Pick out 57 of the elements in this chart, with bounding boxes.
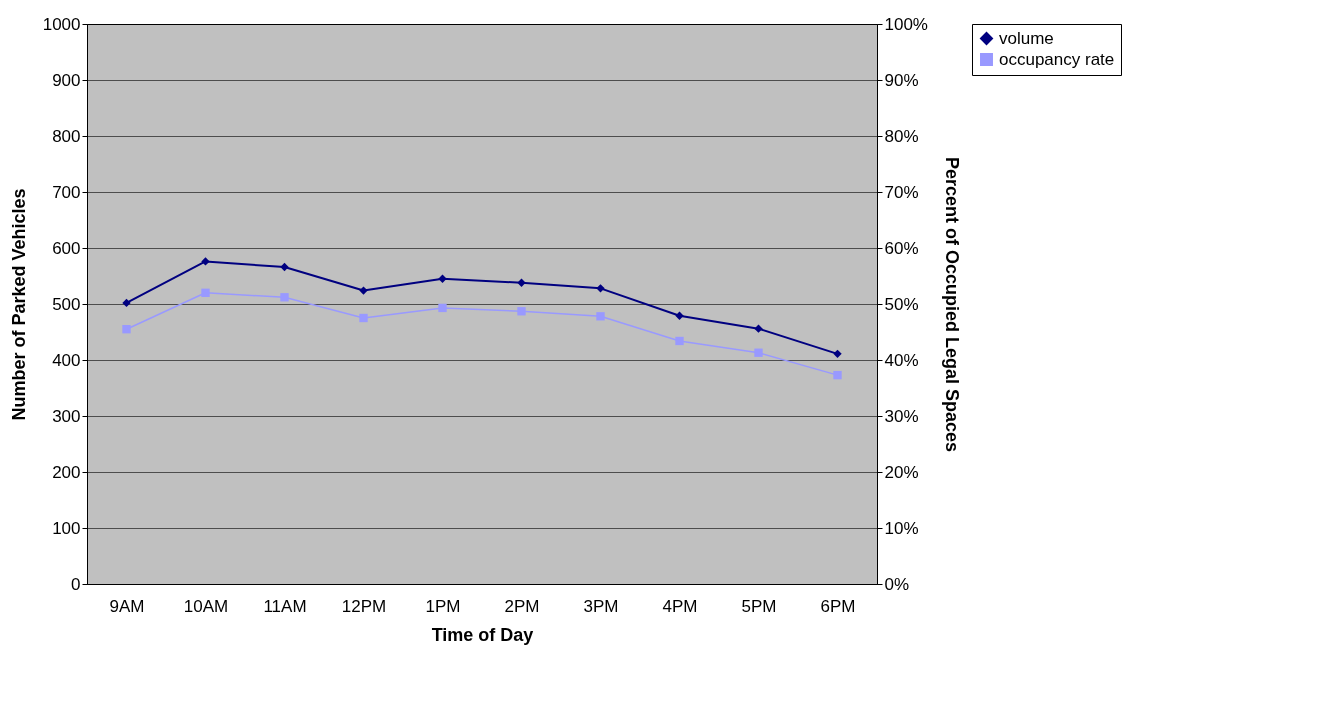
- point: [833, 370, 842, 380]
- y2-axis-title: Percent of Occupied Legal Spaces: [941, 156, 962, 453]
- point: [754, 348, 763, 357]
- y2-tick-label: 10%: [884, 518, 919, 538]
- x-tick-label: 1PM: [425, 596, 461, 616]
- point: [833, 349, 842, 359]
- y2-tick-label: 90%: [884, 70, 919, 90]
- y2-tick-label: 70%: [884, 182, 919, 202]
- x-tick-label: 2PM: [504, 596, 540, 616]
- y2-tick-label: 0%: [884, 574, 910, 594]
- y-tick-label: 900: [52, 70, 81, 90]
- y-tick-label: 500: [52, 294, 81, 314]
- y-axis-title: Number of Parked Vehicles: [8, 188, 29, 421]
- point: [201, 257, 210, 266]
- y-tick-label: 100: [52, 518, 81, 538]
- point: [122, 325, 131, 334]
- y-tick-label: 1000: [42, 14, 81, 34]
- point: [359, 286, 368, 295]
- y2-tick-label: 20%: [884, 462, 919, 482]
- y2-tick-label: 100%: [884, 14, 928, 34]
- legend-label: volume: [999, 28, 1054, 48]
- point: [438, 303, 447, 313]
- y-tick-label: 600: [52, 238, 81, 258]
- point: [280, 293, 289, 302]
- y-tick-label: 800: [52, 126, 81, 146]
- point: [596, 312, 605, 321]
- x-tick-label: 3PM: [583, 596, 619, 616]
- point: [596, 284, 605, 293]
- y2-tick-label: 40%: [884, 350, 919, 370]
- y2-tick-label: 60%: [884, 238, 919, 258]
- point: [517, 307, 526, 316]
- point: [280, 262, 289, 272]
- legend-label: occupancy rate: [999, 49, 1115, 69]
- x-tick-label: 9AM: [109, 596, 145, 616]
- point: [675, 311, 684, 320]
- x-tick-label: 12PM: [341, 596, 387, 616]
- x-tick-label: 6PM: [820, 596, 856, 616]
- point: [675, 336, 684, 346]
- y-tick-label: 0: [71, 574, 81, 594]
- y-tick-label: 400: [52, 350, 81, 370]
- x-tick-label: 10AM: [183, 596, 229, 616]
- x-tick-label: 11AM: [263, 596, 307, 616]
- x-tick-label: 4PM: [662, 596, 698, 616]
- y-tick-label: 300: [52, 406, 81, 426]
- point: [754, 324, 763, 333]
- point: [122, 298, 131, 308]
- point: [438, 274, 447, 283]
- x-tick-label: 5PM: [741, 596, 777, 616]
- point: [517, 278, 526, 287]
- y2-tick-label: 30%: [884, 406, 919, 426]
- x-axis-title: Time of Day: [431, 624, 534, 645]
- point: [359, 313, 368, 323]
- y-tick-label: 700: [52, 182, 81, 202]
- point: [201, 288, 210, 297]
- y2-tick-label: 80%: [884, 126, 919, 146]
- y-tick-label: 200: [52, 462, 81, 482]
- y2-tick-label: 50%: [884, 294, 919, 314]
